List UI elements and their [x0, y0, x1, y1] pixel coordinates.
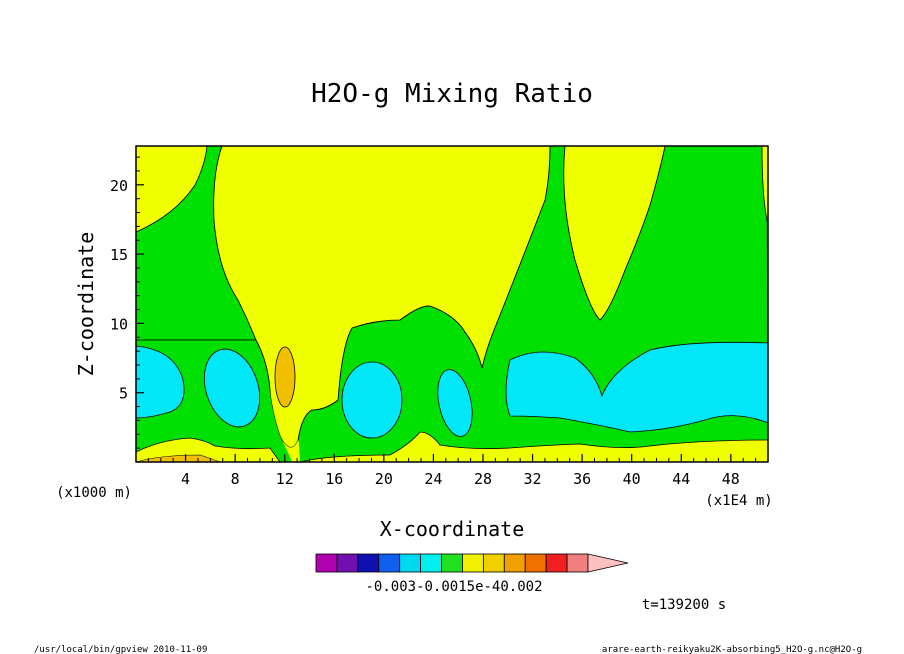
cyan-region-1 — [136, 345, 185, 419]
cyan-region-3 — [341, 361, 403, 439]
x-tick-label: 12 — [276, 470, 294, 488]
y-tick-label: 5 — [119, 385, 128, 403]
colorbar-label-1: -0.003 — [365, 579, 416, 595]
colorbar-arrow — [587, 553, 629, 573]
colorbar-labels: -0.003-0.0015e-40.002 — [365, 579, 542, 595]
x-tick-label: 36 — [573, 470, 591, 488]
x-tick-label: 16 — [325, 470, 343, 488]
x-axis-label: X-coordinate — [380, 517, 525, 541]
x-axis: 4 8 12 16 20 24 28 32 36 40 44 48 — [147, 454, 757, 488]
colorbar-swatch — [336, 553, 359, 573]
footer-left: /usr/local/bin/gpview 2010-11-09 — [34, 645, 207, 654]
x-tick-label: 24 — [424, 470, 442, 488]
colorbar-swatch — [462, 553, 484, 573]
cyan-region-5 — [505, 341, 768, 433]
colorbar — [315, 553, 629, 573]
colorbar-swatch — [420, 553, 442, 573]
cyan-region-2 — [203, 348, 261, 428]
colorbar-swatch — [378, 553, 401, 573]
colorbar-swatch — [482, 553, 505, 573]
x-tick-label: 4 — [181, 470, 190, 488]
colorbar-swatch — [399, 553, 422, 573]
x-tick-label: 20 — [375, 470, 393, 488]
colorbar-swatch — [441, 553, 463, 573]
colorbar-swatch — [566, 553, 589, 573]
y-tick-label: 10 — [110, 315, 128, 333]
y-axis-label: Z-coordinate — [74, 232, 98, 377]
colorbar-swatch — [503, 553, 526, 573]
footer-right: arare-earth-reikyaku2K-absorbing5_H2O-g.… — [602, 645, 862, 654]
colorbar-label-3: 0.002 — [500, 579, 542, 595]
x-tick-label: 48 — [722, 470, 740, 488]
cyan-region-4 — [437, 369, 473, 437]
colorbar-label-2: -0.0015e-4 — [416, 579, 500, 595]
x-unit-right: (x1E4 m) — [705, 493, 772, 509]
yellow-gap-bottom — [270, 390, 300, 462]
y-axis: 5 10 15 20 — [110, 156, 144, 449]
x-tick-label: 44 — [672, 470, 690, 488]
orange-bottom-sliver — [136, 454, 221, 462]
x-unit-left: (x1000 m) — [56, 485, 132, 501]
plot-area — [135, 145, 769, 463]
plot-frame — [135, 145, 769, 463]
x-tick-label: 8 — [231, 470, 240, 488]
colorbar-swatch — [524, 553, 547, 573]
orange-region — [274, 346, 296, 408]
colorbar-swatch — [357, 553, 380, 573]
y-tick-label: 20 — [110, 177, 128, 195]
yellow-region-center — [213, 146, 551, 448]
yellow-region-right-tongue — [563, 146, 666, 321]
colorbar-swatch — [545, 553, 568, 573]
time-label: t=139200 s — [642, 597, 726, 613]
x-tick-label: 28 — [474, 470, 492, 488]
x-tick-label: 40 — [623, 470, 641, 488]
colorbar-swatch — [315, 553, 338, 573]
x-tick-label: 32 — [524, 470, 542, 488]
chart-title: H2O-g Mixing Ratio — [311, 79, 593, 109]
y-tick-label: 15 — [110, 246, 128, 264]
yellow-bottom-strip-right — [299, 431, 768, 462]
